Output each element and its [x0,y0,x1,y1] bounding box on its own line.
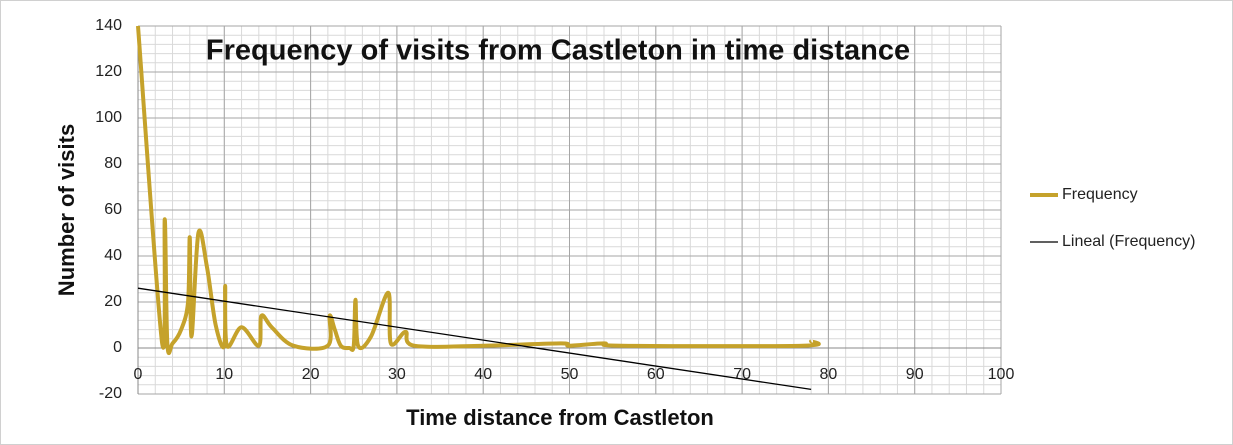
y-tick-label: 20 [104,293,122,310]
y-tick-label: 100 [95,109,122,126]
x-tick-label: 100 [988,366,1015,383]
legend-label: Lineal (Frequency) [1062,233,1195,250]
series-line [137,287,812,391]
y-tick-label: 120 [95,63,122,80]
y-tick-label: 60 [104,201,122,218]
y-tick-label: 140 [95,17,122,34]
x-tick-label: 90 [906,366,924,383]
x-tick-label: 60 [647,366,665,383]
x-tick-label: 20 [302,366,320,383]
y-tick-label: 0 [113,339,122,356]
x-tick-label: 10 [215,366,233,383]
grid [137,25,1002,395]
x-tick-label: 30 [388,366,406,383]
y-tick-label: 40 [104,247,122,264]
y-tick-label: -20 [99,385,122,402]
legend-label: Frequency [1062,186,1138,203]
marks [136,25,821,391]
x-tick-label: 0 [134,366,143,383]
x-tick-label: 50 [561,366,579,383]
y-tick-label: 80 [104,155,122,172]
chart-title: Frequency of visits from Castleton in ti… [206,35,910,67]
x-tick-label: 70 [733,366,751,383]
series-line [136,25,821,356]
x-axis-label: Time distance from Castleton [406,405,714,430]
y-axis-label: Number of visits [54,124,79,296]
x-tick-label: 80 [820,366,838,383]
x-tick-label: 40 [474,366,492,383]
